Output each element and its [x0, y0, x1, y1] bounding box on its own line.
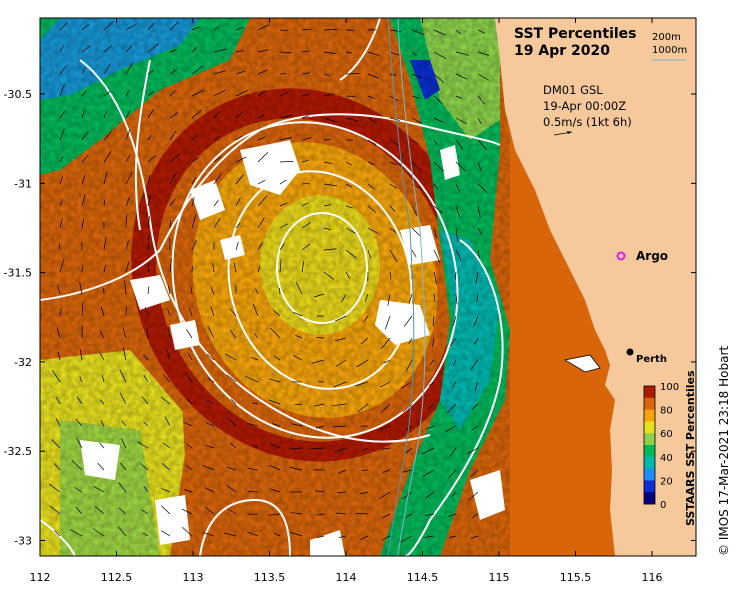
y-tick-label: -33 — [14, 535, 32, 548]
map-title-line2: 19 Apr 2020 — [514, 43, 610, 59]
depth-legend-200m: 200m — [652, 32, 681, 43]
colorbar-segment — [644, 410, 655, 422]
perth-label: Perth — [636, 354, 667, 365]
depth-legend-1000m: 1000m — [652, 45, 687, 56]
colorbar-tick-label: 100 — [660, 382, 679, 393]
perth-marker — [627, 349, 634, 356]
colorbar-tick-label: 20 — [660, 476, 673, 487]
map-title-line1: SST Percentiles — [514, 26, 637, 42]
colorbar-segment — [644, 469, 655, 481]
x-tick-label: 112 — [30, 571, 51, 584]
x-tick-label: 113 — [183, 571, 204, 584]
colorbar-tick-label: 80 — [660, 406, 673, 417]
colorbar-tick-label: 40 — [660, 453, 673, 464]
x-tick-label: 113.5 — [254, 571, 286, 584]
colorbar-tick-label: 60 — [660, 429, 673, 440]
y-tick-label: -30.5 — [4, 88, 32, 101]
colorbar-segment — [644, 421, 655, 433]
colorbar-segment — [644, 457, 655, 469]
colorbar-segment — [644, 445, 655, 457]
colorbar-segment — [644, 480, 655, 492]
x-tick-label: 114.5 — [407, 571, 439, 584]
argo-label: Argo — [636, 249, 668, 263]
y-tick-label: -32.5 — [4, 445, 32, 458]
x-tick-label: 112.5 — [101, 571, 133, 584]
current-time-label: 19-Apr 00:00Z — [543, 99, 626, 113]
colorbar-tick-label: 0 — [660, 500, 666, 511]
x-tick-label: 116 — [642, 571, 663, 584]
colorbar-label: SSTAARS SST Percentiles — [684, 370, 697, 526]
x-tick-label: 115.5 — [560, 571, 592, 584]
y-tick-label: -31 — [14, 177, 32, 190]
x-tick-label: 114 — [336, 571, 357, 584]
y-tick-label: -31.5 — [4, 267, 32, 280]
colorbar-segment — [644, 433, 655, 445]
colorbar-segment — [644, 492, 655, 504]
current-model-label: DM01 GSL — [543, 83, 603, 97]
colorbar-segment — [644, 386, 655, 398]
x-tick-label: 115 — [489, 571, 510, 584]
current-scale-label: 0.5m/s (1kt 6h) — [543, 115, 632, 129]
colorbar-segment — [644, 398, 655, 410]
imos-credit: © IMOS 17-Mar-2021 23:18 Hobart — [717, 346, 731, 556]
y-tick-label: -32 — [14, 356, 32, 369]
